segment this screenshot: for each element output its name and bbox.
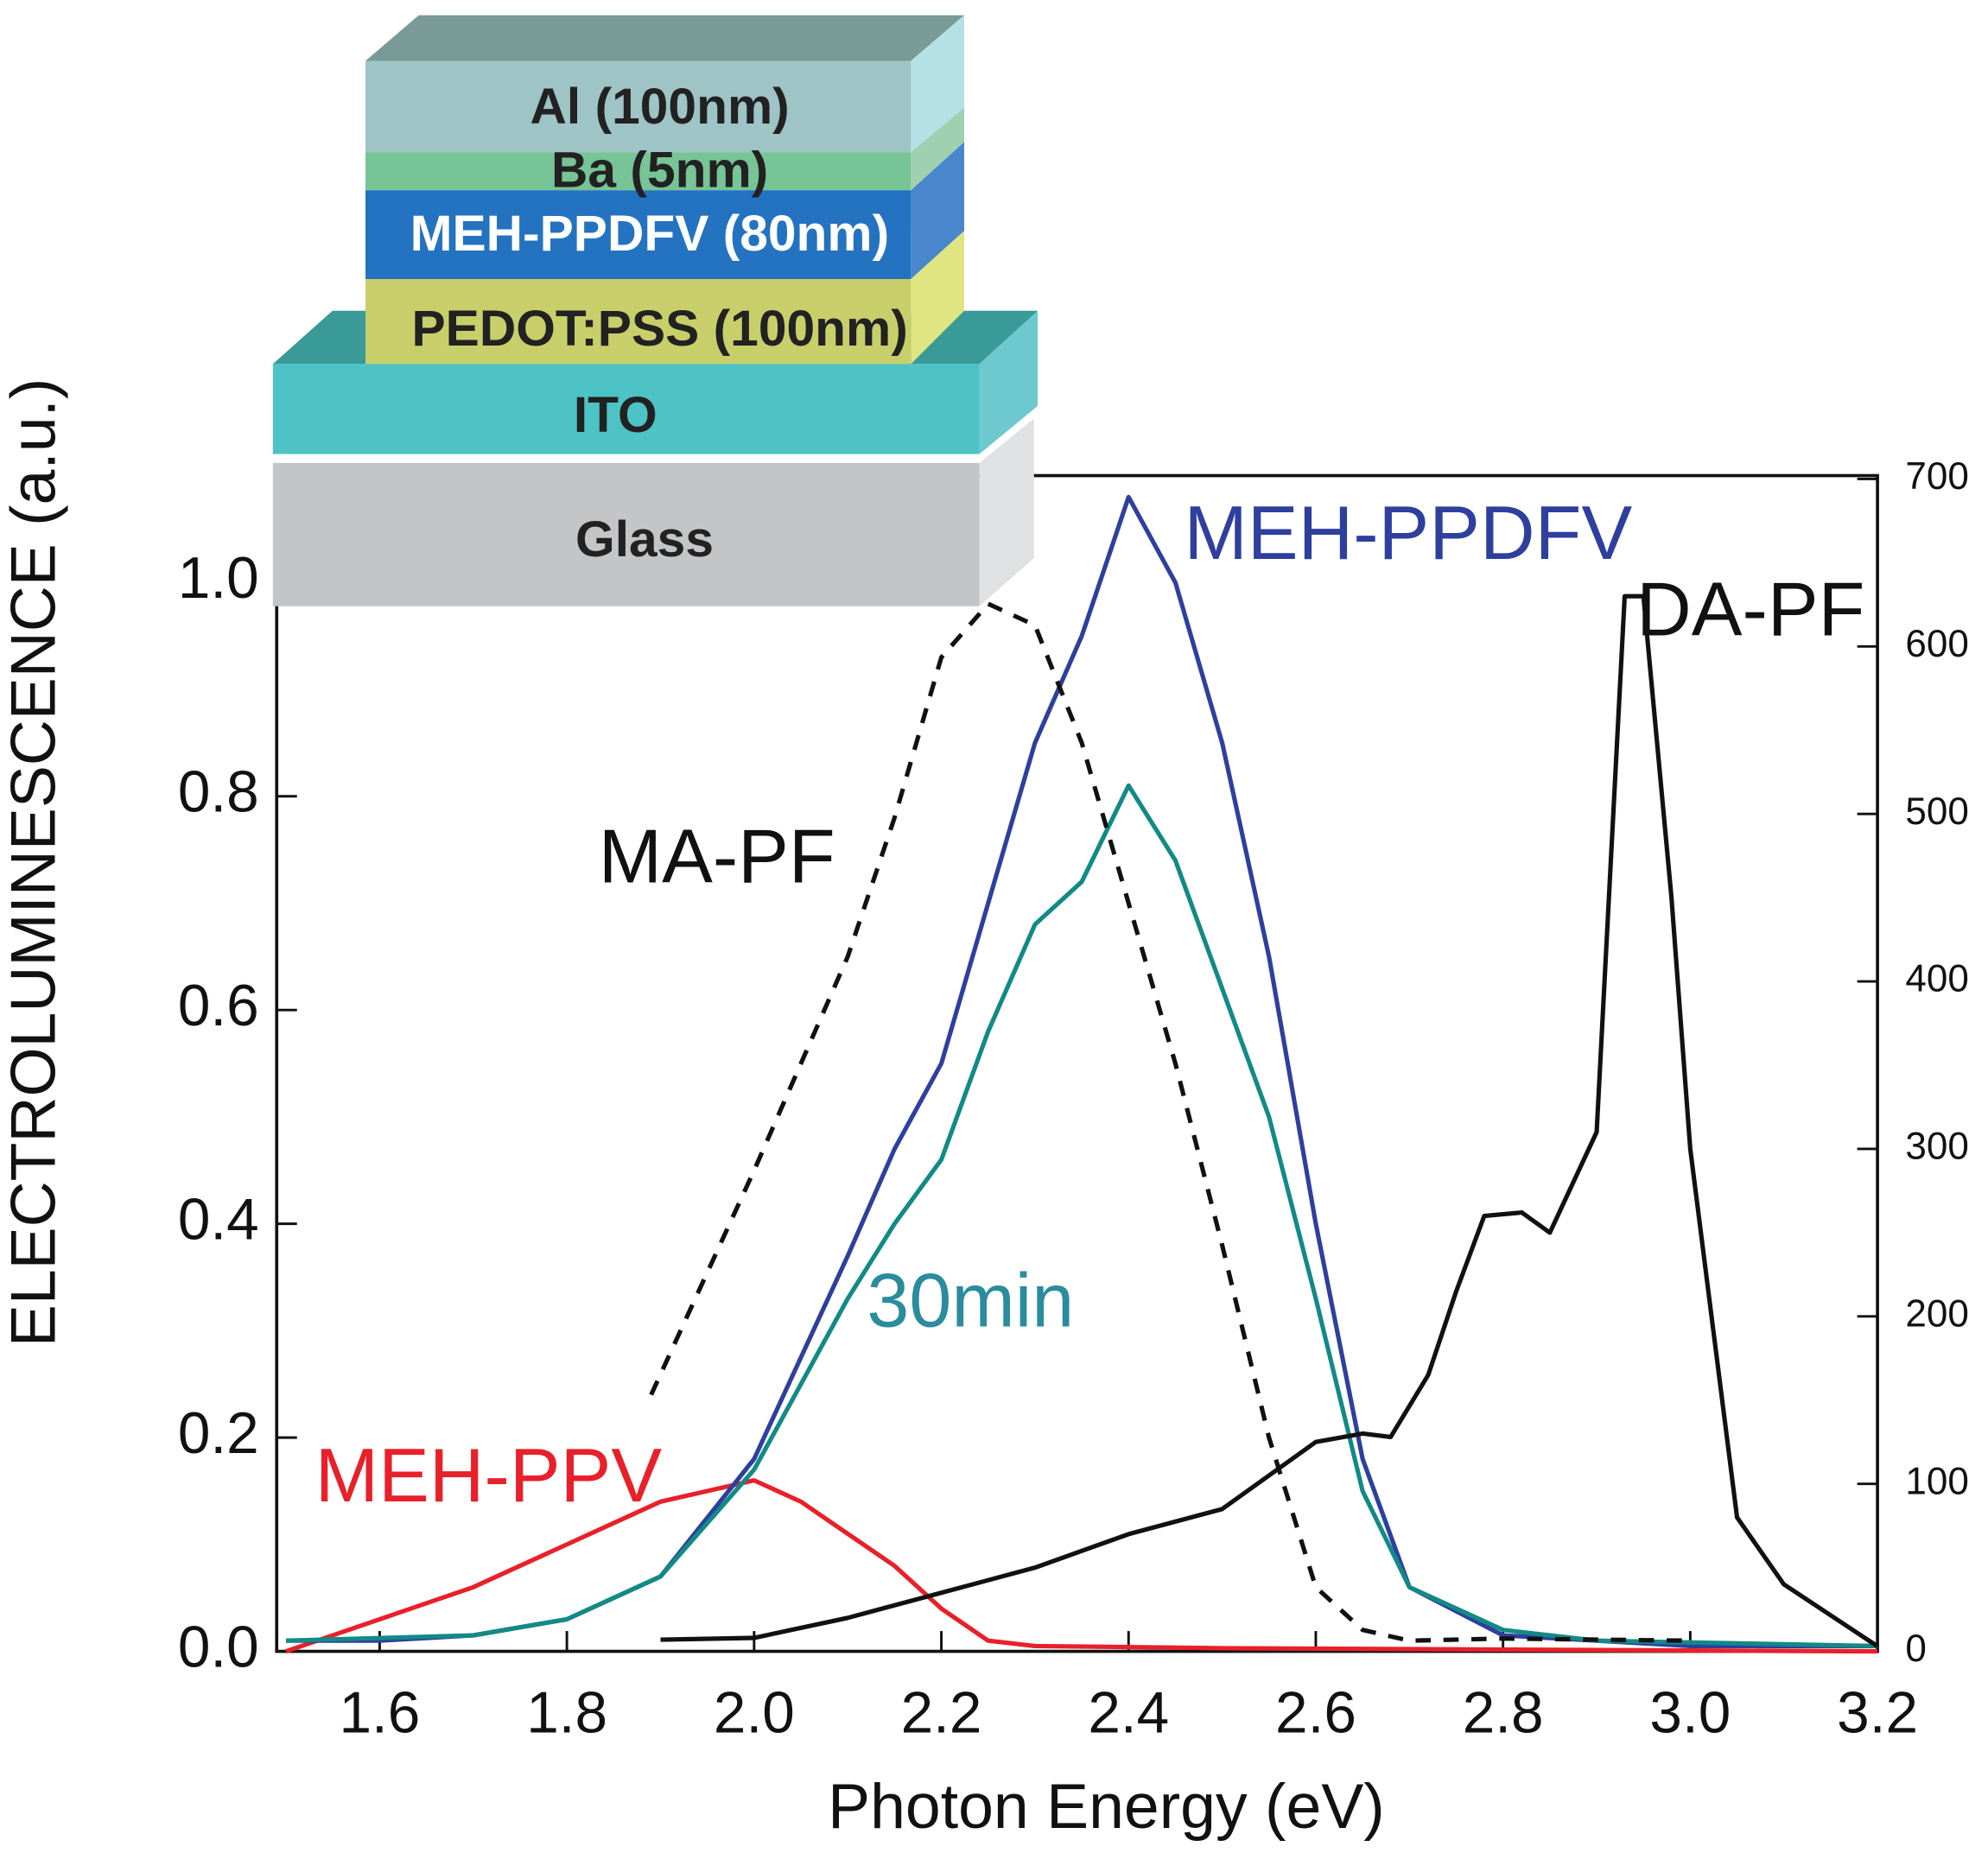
series-line <box>660 593 1879 1648</box>
layer-label: Ba (5nm) <box>551 143 768 199</box>
x-tick-label: 1.8 <box>526 1681 607 1746</box>
y2-tick-label: 500 <box>1905 790 1968 833</box>
y-tick-label: 0.8 <box>178 760 259 825</box>
x-tick-label: 2.8 <box>1463 1681 1544 1746</box>
y-tick-label: 0.0 <box>178 1615 259 1679</box>
series-label: MA-PF <box>599 814 835 899</box>
series-label: 30min <box>867 1257 1074 1342</box>
ba <box>365 152 911 191</box>
series-label: DA-PF <box>1636 566 1864 651</box>
plot-frame <box>275 473 1879 1653</box>
layer-label: PEDOT:PSS (100nm) <box>411 301 907 357</box>
pedot-side <box>911 231 964 365</box>
y-tick-label: 1.0 <box>178 546 259 611</box>
y-tick-label: 0.2 <box>178 1401 259 1466</box>
ito-side <box>979 310 1038 454</box>
series-line <box>286 783 1878 1648</box>
layer-label: Al (100nm) <box>530 79 790 135</box>
meh-ppdfv <box>365 190 911 279</box>
pedot <box>365 278 911 365</box>
glass-side <box>979 418 1034 606</box>
al-top <box>365 15 964 61</box>
x-tick-label: 3.0 <box>1649 1681 1731 1746</box>
x-tick-label: 2.6 <box>1275 1681 1356 1746</box>
y2-tick-label: 600 <box>1905 623 1968 665</box>
y-axis-title: ELECTROLUMINESCENCE (a.u.) <box>0 378 69 1347</box>
y2-tick-label: 0 <box>1905 1628 1927 1670</box>
x-tick-label: 2.4 <box>1088 1681 1169 1746</box>
series-label: MEH-PPDFV <box>1184 490 1632 575</box>
x-tick-label: 3.2 <box>1837 1681 1918 1746</box>
ba-side <box>911 107 964 191</box>
layer-label: Glass <box>575 511 714 568</box>
y2-tick-label: 300 <box>1905 1126 1968 1168</box>
x-tick-label: 1.6 <box>340 1681 421 1746</box>
y-tick-label: 0.6 <box>178 974 259 1038</box>
x-axis-title: Photon Energy (eV) <box>828 1771 1385 1842</box>
y2-tick-label: 400 <box>1905 958 1968 1000</box>
al-side <box>911 15 964 153</box>
series-label: MEH-PPV <box>315 1432 663 1518</box>
x-tick-label: 2.2 <box>901 1681 982 1746</box>
glass <box>272 462 980 606</box>
y2-tick-label: 700 <box>1905 455 1968 498</box>
y2-tick-label: 200 <box>1905 1292 1968 1335</box>
device-inset: Al (100nm) Ba (5nm) MEH-PPDFV (80nm) PED… <box>272 15 1038 606</box>
meh-side <box>911 142 964 279</box>
ito <box>272 364 980 454</box>
plot-area: 1.6 1.8 2.0 2.2 2.4 2.6 2.8 3.0 3.2 0.0 0.2 0.4 0.6 0… <box>178 455 1969 1746</box>
y-tick-label: 0.4 <box>178 1187 259 1252</box>
layer-label: ITO <box>574 387 657 443</box>
x-tick-label: 2.0 <box>714 1681 795 1746</box>
layer-label: MEH-PPDFV (80nm) <box>410 206 890 262</box>
y2-tick-label: 100 <box>1905 1460 1968 1502</box>
al <box>365 60 911 153</box>
series-line <box>649 601 1691 1643</box>
series-line <box>285 1478 1878 1654</box>
